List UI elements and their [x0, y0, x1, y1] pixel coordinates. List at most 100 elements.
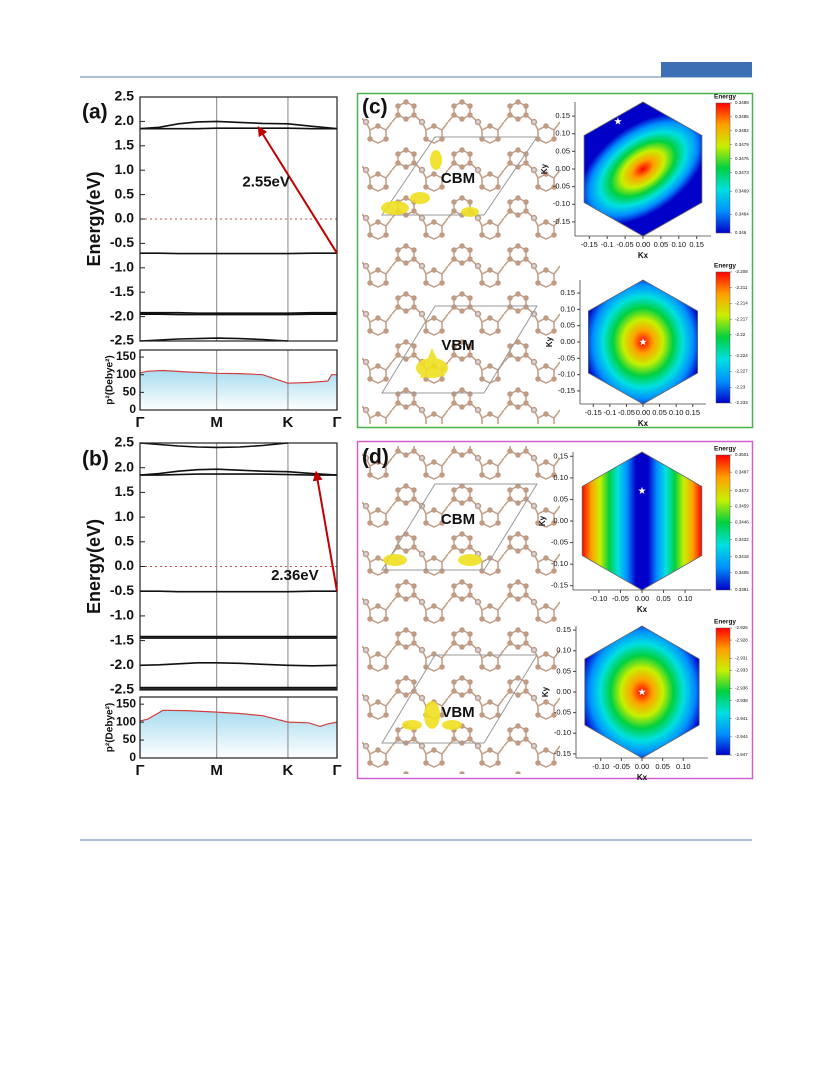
x-axis-label: Kx [638, 251, 649, 260]
panel-label: (b) [82, 448, 109, 471]
gap-label: 2.55eV [242, 173, 290, 190]
x-tick-label: 0.15 [685, 408, 700, 417]
y-axis-label: Ky [541, 686, 550, 697]
y-tick-label: 0.10 [560, 304, 575, 313]
x-tick-label: 0.05 [652, 408, 667, 417]
x-tick-label: 0.10 [671, 240, 686, 249]
x-tick-label: 0.15 [689, 240, 704, 249]
y-tick-label: -0.15 [554, 749, 571, 758]
y-tick-label: 0.00 [560, 337, 575, 346]
y-axis-label: Ky [545, 336, 554, 347]
header-block [661, 62, 752, 77]
colorbar-tick-label: -2.938 [735, 698, 748, 703]
colorbar-tick-label: 0.3473 [735, 170, 749, 175]
colorbar-title: Energy [714, 619, 736, 626]
x-axis-label: Kx [638, 419, 649, 428]
x-tick-label: 0.00 [635, 594, 650, 603]
y-tick-label: 0.05 [560, 321, 575, 330]
y-tick-label: 0.15 [560, 288, 575, 297]
structure-label: CBM [441, 170, 475, 187]
colorbar-tick-label: -2.933 [735, 668, 748, 673]
y-tick-label: 0.10 [553, 473, 568, 482]
x-tick-label: 0.00 [636, 240, 651, 249]
colorbar-tick-label: -2.233 [735, 400, 748, 405]
unit-cells [381, 136, 538, 744]
y-tick-label: 1.5 [115, 483, 135, 499]
x-tick-label: M [210, 414, 223, 431]
colorbar-tick-label: -2.23 [735, 384, 746, 389]
colorbar-tick-label: -2.208 [735, 269, 748, 274]
x-tick-label: -0.05 [617, 240, 634, 249]
colorbar-tick-label: 0.3391 [735, 587, 749, 592]
y-tick-label: -0.5 [110, 234, 134, 250]
y-tick-label: 0.10 [556, 646, 571, 655]
colorbar-tick-label: -2.227 [735, 369, 748, 374]
k-star [614, 117, 622, 125]
x-tick-label: 0.05 [654, 240, 669, 249]
y-axis-label: p²(Debye²) [105, 703, 116, 752]
colorbar-tick-label: -2.947 [735, 752, 748, 757]
y-tick-label: -0.10 [551, 559, 568, 568]
colorbar-tick-label: 0.3405 [735, 570, 749, 575]
band-line [139, 468, 338, 476]
y-tick-label: 50 [123, 732, 137, 746]
x-axis-label: Kx [637, 773, 648, 782]
y-tick-label: 2.5 [115, 434, 135, 450]
plot-frame [139, 696, 338, 759]
y-tick-label: -0.15 [558, 386, 575, 395]
colorbar-title: Energy [714, 94, 736, 101]
colorbar-tick-label: -2.214 [735, 301, 748, 306]
y-tick-label: 0 [129, 750, 136, 764]
y-tick-label: 1.5 [115, 137, 135, 153]
y-tick-label: -0.05 [558, 353, 575, 362]
band-line [139, 442, 288, 449]
y-tick-label: 0.15 [556, 625, 571, 634]
structure-label: CBM [441, 511, 475, 528]
y-tick-label: -0.10 [554, 728, 571, 737]
colorbar [715, 627, 731, 756]
y-tick-label: -0.05 [551, 538, 568, 547]
y-tick-label: 2.5 [115, 88, 135, 104]
x-axis-label: Kx [637, 605, 648, 614]
y-tick-label: -0.10 [558, 370, 575, 379]
y-tick-label: -1.0 [110, 607, 134, 623]
colorbar-tick-label: 0.3482 [735, 128, 749, 133]
colorbar-tick-label: 0.3432 [735, 537, 749, 542]
y-tick-label: 0.5 [115, 185, 135, 201]
structures [362, 98, 560, 774]
x-tick-label: -0.1 [601, 240, 614, 249]
y-axis-label: Ky [540, 163, 549, 174]
k-star [638, 688, 646, 696]
y-tick-label: -1.0 [110, 259, 134, 275]
y-tick-label: 2.0 [115, 458, 135, 474]
y-tick-label: -0.05 [553, 182, 570, 191]
colorbar-tick-label: -2.928 [735, 637, 748, 642]
panel-label: (d) [362, 446, 389, 469]
colorbar-tick-label: 0.3464 [735, 212, 749, 217]
x-tick-label: M [210, 762, 223, 779]
y-tick-label: -2.0 [110, 307, 134, 323]
colorbar-tick-label: 0.3485 [735, 114, 749, 119]
plot-frame [139, 96, 338, 342]
y-tick-label: 100 [116, 714, 136, 728]
x-tick-label: K [283, 414, 294, 431]
panel-label: (c) [362, 96, 388, 119]
x-tick-label: 0.10 [676, 762, 691, 771]
x-tick-label: -0.05 [612, 594, 629, 603]
x-tick-label: Γ [332, 414, 341, 431]
x-tick-label: -0.15 [585, 408, 602, 417]
band-line [140, 127, 337, 130]
y-tick-label: -2.5 [110, 332, 134, 348]
gap-label: 2.36eV [271, 567, 319, 584]
colorbar-tick-label: -2.936 [735, 686, 748, 691]
band-line [140, 590, 337, 593]
y-tick-label: -0.5 [110, 582, 134, 598]
colorbar-tick-label: 0.3487 [735, 469, 749, 474]
x-tick-label: 0.10 [678, 594, 693, 603]
colorbar-tick-label: 0.3488 [735, 100, 749, 105]
structure-label: VBM [441, 704, 474, 721]
colorbar-tick-label: 0.3469 [735, 188, 749, 193]
y-tick-label: -0.05 [554, 708, 571, 717]
